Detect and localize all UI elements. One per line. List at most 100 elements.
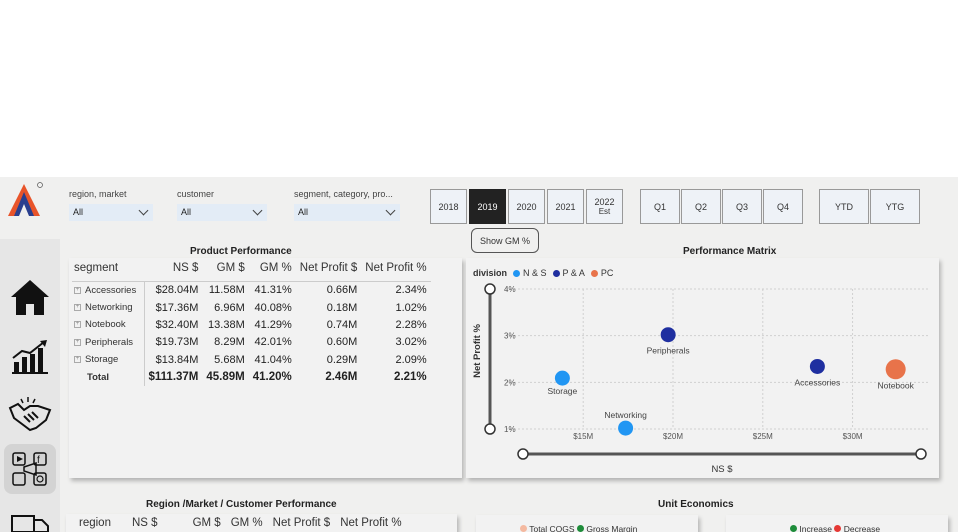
column-header[interactable]: GM $ [192, 517, 221, 529]
region-market-table[interactable]: region NS $ GM $ GM % Net Profit $ Net P… [74, 517, 407, 529]
column-header[interactable]: Net Profit $ [272, 517, 331, 529]
data-label: Storage [547, 386, 577, 396]
table-cell: 41.29% [254, 318, 292, 331]
chart-legend: division N & S P & A PC [473, 268, 613, 278]
legend-dot [590, 269, 598, 277]
ytg-button[interactable]: YTG [870, 189, 920, 224]
data-label: Notebook [877, 380, 914, 390]
show-gm-button[interactable]: Show GM % [471, 228, 539, 253]
column-header[interactable]: NS $ [144, 262, 203, 282]
column-header[interactable]: GM % [248, 262, 296, 282]
home-nav-button[interactable] [4, 273, 56, 323]
performance-matrix-panel: division N & S P & A PC Net Profit % NS … [466, 258, 939, 478]
table-cell: $13.84M [155, 353, 199, 366]
year-label: 2020 [516, 201, 537, 212]
finance-view-nav-button[interactable] [4, 331, 56, 381]
table-cell: 2.21% [394, 371, 427, 384]
expand-icon[interactable]: + [74, 321, 81, 329]
product-performance-table[interactable]: segment NS $ GM $ GM % Net Profit $ Net … [72, 262, 431, 386]
quarter-button-q1[interactable]: Q1 [640, 189, 680, 224]
x-range-slider-handle[interactable] [915, 448, 927, 460]
data-points[interactable]: Storage Networking Peripherals Accessories N… [547, 327, 915, 436]
column-header[interactable]: Net Profit $ [295, 262, 362, 282]
table-cell: 2.09% [395, 353, 427, 366]
ytd-button[interactable]: YTD [819, 189, 869, 224]
column-header[interactable]: region [79, 517, 111, 529]
table-cell: 41.31% [254, 284, 292, 297]
column-header[interactable]: GM $ [202, 262, 249, 282]
year-label: 2021 [555, 201, 576, 212]
sidebar: f [0, 239, 60, 532]
table-row[interactable]: + Notebook $32.40M 13.38M 41.29% 0.74M 2.… [72, 316, 431, 334]
column-header[interactable]: Net Profit % [361, 262, 431, 282]
customer-slicer[interactable]: customer All [177, 189, 267, 221]
table-cell: 6.96M [214, 301, 245, 314]
segment-cell: + Storage [72, 351, 145, 369]
data-point-accessories[interactable] [809, 358, 825, 374]
unit-economics-title: Unit Economics [658, 499, 734, 510]
expand-icon[interactable]: + [74, 286, 81, 294]
product-performance-title: Product Performance [190, 246, 292, 257]
year-button-2020[interactable]: 2020 [508, 189, 545, 224]
sales-view-nav-button[interactable] [4, 389, 56, 439]
table-row[interactable]: + Peripherals $19.73M 8.29M 42.01% 0.60M … [72, 333, 431, 352]
customer-value: All [181, 207, 192, 217]
y-range-slider-handle[interactable] [484, 423, 496, 435]
supply-chain-view-nav-button[interactable] [4, 501, 56, 532]
column-header[interactable]: Net Profit % [340, 517, 402, 529]
table-cell: 40.08% [254, 301, 292, 314]
expand-icon[interactable]: + [74, 338, 81, 346]
column-header[interactable]: GM % [230, 517, 263, 529]
customer-dropdown[interactable]: All [177, 204, 267, 221]
data-point-networking[interactable] [618, 420, 634, 436]
region-market-slicer[interactable]: region, market All [69, 189, 153, 221]
chevron-down-icon [138, 205, 149, 216]
legend-label[interactable]: P & A [562, 268, 585, 278]
legend-dot [834, 525, 842, 532]
quarter-button-q4[interactable]: Q4 [763, 189, 803, 224]
table-cell: $28.04M [155, 284, 199, 297]
performance-matrix-title: Performance Matrix [683, 246, 777, 257]
table-row[interactable]: + Accessories $28.04M 11.58M 41.31% 0.66M… [72, 281, 431, 299]
legend-label[interactable]: N & S [523, 268, 547, 278]
expand-icon[interactable]: + [74, 356, 81, 364]
table-row[interactable]: + Storage $13.84M 5.68M 41.04% 0.29M 2.09… [72, 351, 431, 369]
year-button-2021[interactable]: 2021 [547, 189, 584, 224]
data-label: Peripherals [647, 346, 690, 356]
table-cell: 2.46M [325, 371, 358, 384]
column-header[interactable]: segment [72, 262, 144, 282]
legend-label[interactable]: Increase [799, 524, 832, 532]
chevron-down-icon [252, 205, 263, 216]
table-cell: 2.34% [395, 284, 427, 297]
legend-label[interactable]: PC [600, 268, 614, 278]
segment-slicer[interactable]: segment, category, pro... All [294, 189, 400, 221]
legend-label[interactable]: Total COGS [529, 524, 575, 532]
segment-dropdown[interactable]: All [294, 204, 400, 221]
truck-icon [11, 515, 49, 532]
data-point-peripherals[interactable] [660, 327, 676, 343]
data-point-notebook[interactable] [885, 359, 906, 380]
performance-matrix-chart[interactable]: Net Profit % NS $ 4%3%2%1% $15M $20M $25M $… [466, 258, 939, 478]
data-point-storage[interactable] [554, 370, 570, 386]
legend-label[interactable]: Gross Margin [586, 524, 638, 532]
region-market-dropdown[interactable]: All [69, 204, 153, 221]
table-row[interactable]: + Networking $17.36M 6.96M 40.08% 0.18M 1… [72, 298, 431, 317]
quarter-button-q2[interactable]: Q2 [681, 189, 721, 224]
unit-economics-legend-a: Total COGS Gross Margin [520, 524, 637, 532]
year-button-2022[interactable]: 2022 Est [586, 189, 623, 224]
y-range-slider-handle[interactable] [484, 283, 496, 295]
column-header[interactable]: NS $ [132, 517, 158, 529]
period-label: YTG [885, 201, 905, 212]
year-button-2019[interactable]: 2019 [469, 189, 506, 224]
x-range-slider-handle[interactable] [517, 448, 529, 460]
marketing-view-nav-button[interactable]: f [4, 444, 56, 494]
legend-dot [552, 269, 560, 277]
segment-slicer-title: segment, category, pro... [294, 189, 393, 199]
legend-dot [576, 525, 584, 532]
quarter-button-q3[interactable]: Q3 [722, 189, 762, 224]
expand-icon[interactable]: + [74, 304, 81, 312]
legend-label[interactable]: Decrease [843, 524, 881, 532]
table-cell: $111.37M [148, 371, 199, 384]
year-button-2018[interactable]: 2018 [430, 189, 467, 224]
chevron-down-icon [385, 205, 396, 216]
